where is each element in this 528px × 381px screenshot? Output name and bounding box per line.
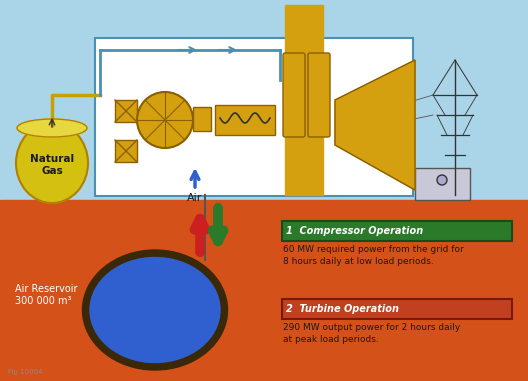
FancyBboxPatch shape (282, 299, 512, 319)
Circle shape (137, 92, 193, 148)
Text: Air: Air (187, 193, 203, 203)
Text: Fig 10004: Fig 10004 (8, 369, 42, 375)
Text: 1  Compressor Operation: 1 Compressor Operation (286, 226, 423, 236)
Ellipse shape (17, 119, 87, 137)
Ellipse shape (16, 123, 88, 203)
Bar (285, 5, 323, 195)
Ellipse shape (90, 258, 220, 362)
FancyBboxPatch shape (415, 168, 470, 200)
Bar (193, 107, 211, 131)
Text: 290 MW output power for 2 hours daily
at peak load periods.: 290 MW output power for 2 hours daily at… (283, 323, 460, 344)
FancyBboxPatch shape (283, 53, 305, 137)
Circle shape (437, 175, 447, 185)
FancyBboxPatch shape (95, 38, 413, 196)
Bar (0, 200, 528, 381)
Text: 60 MW required power from the grid for
8 hours daily at low load periods.: 60 MW required power from the grid for 8… (283, 245, 464, 266)
FancyBboxPatch shape (308, 53, 330, 137)
FancyBboxPatch shape (282, 221, 512, 241)
Text: Air Reservoir
300 000 m³: Air Reservoir 300 000 m³ (15, 284, 78, 306)
Bar (115, 100, 137, 122)
Text: 2  Turbine Operation: 2 Turbine Operation (286, 304, 399, 314)
Polygon shape (335, 60, 415, 190)
Bar (0, 0, 528, 200)
Ellipse shape (82, 250, 228, 370)
Bar (115, 140, 137, 162)
Text: Natural
Gas: Natural Gas (30, 154, 74, 176)
Bar (215, 105, 275, 135)
